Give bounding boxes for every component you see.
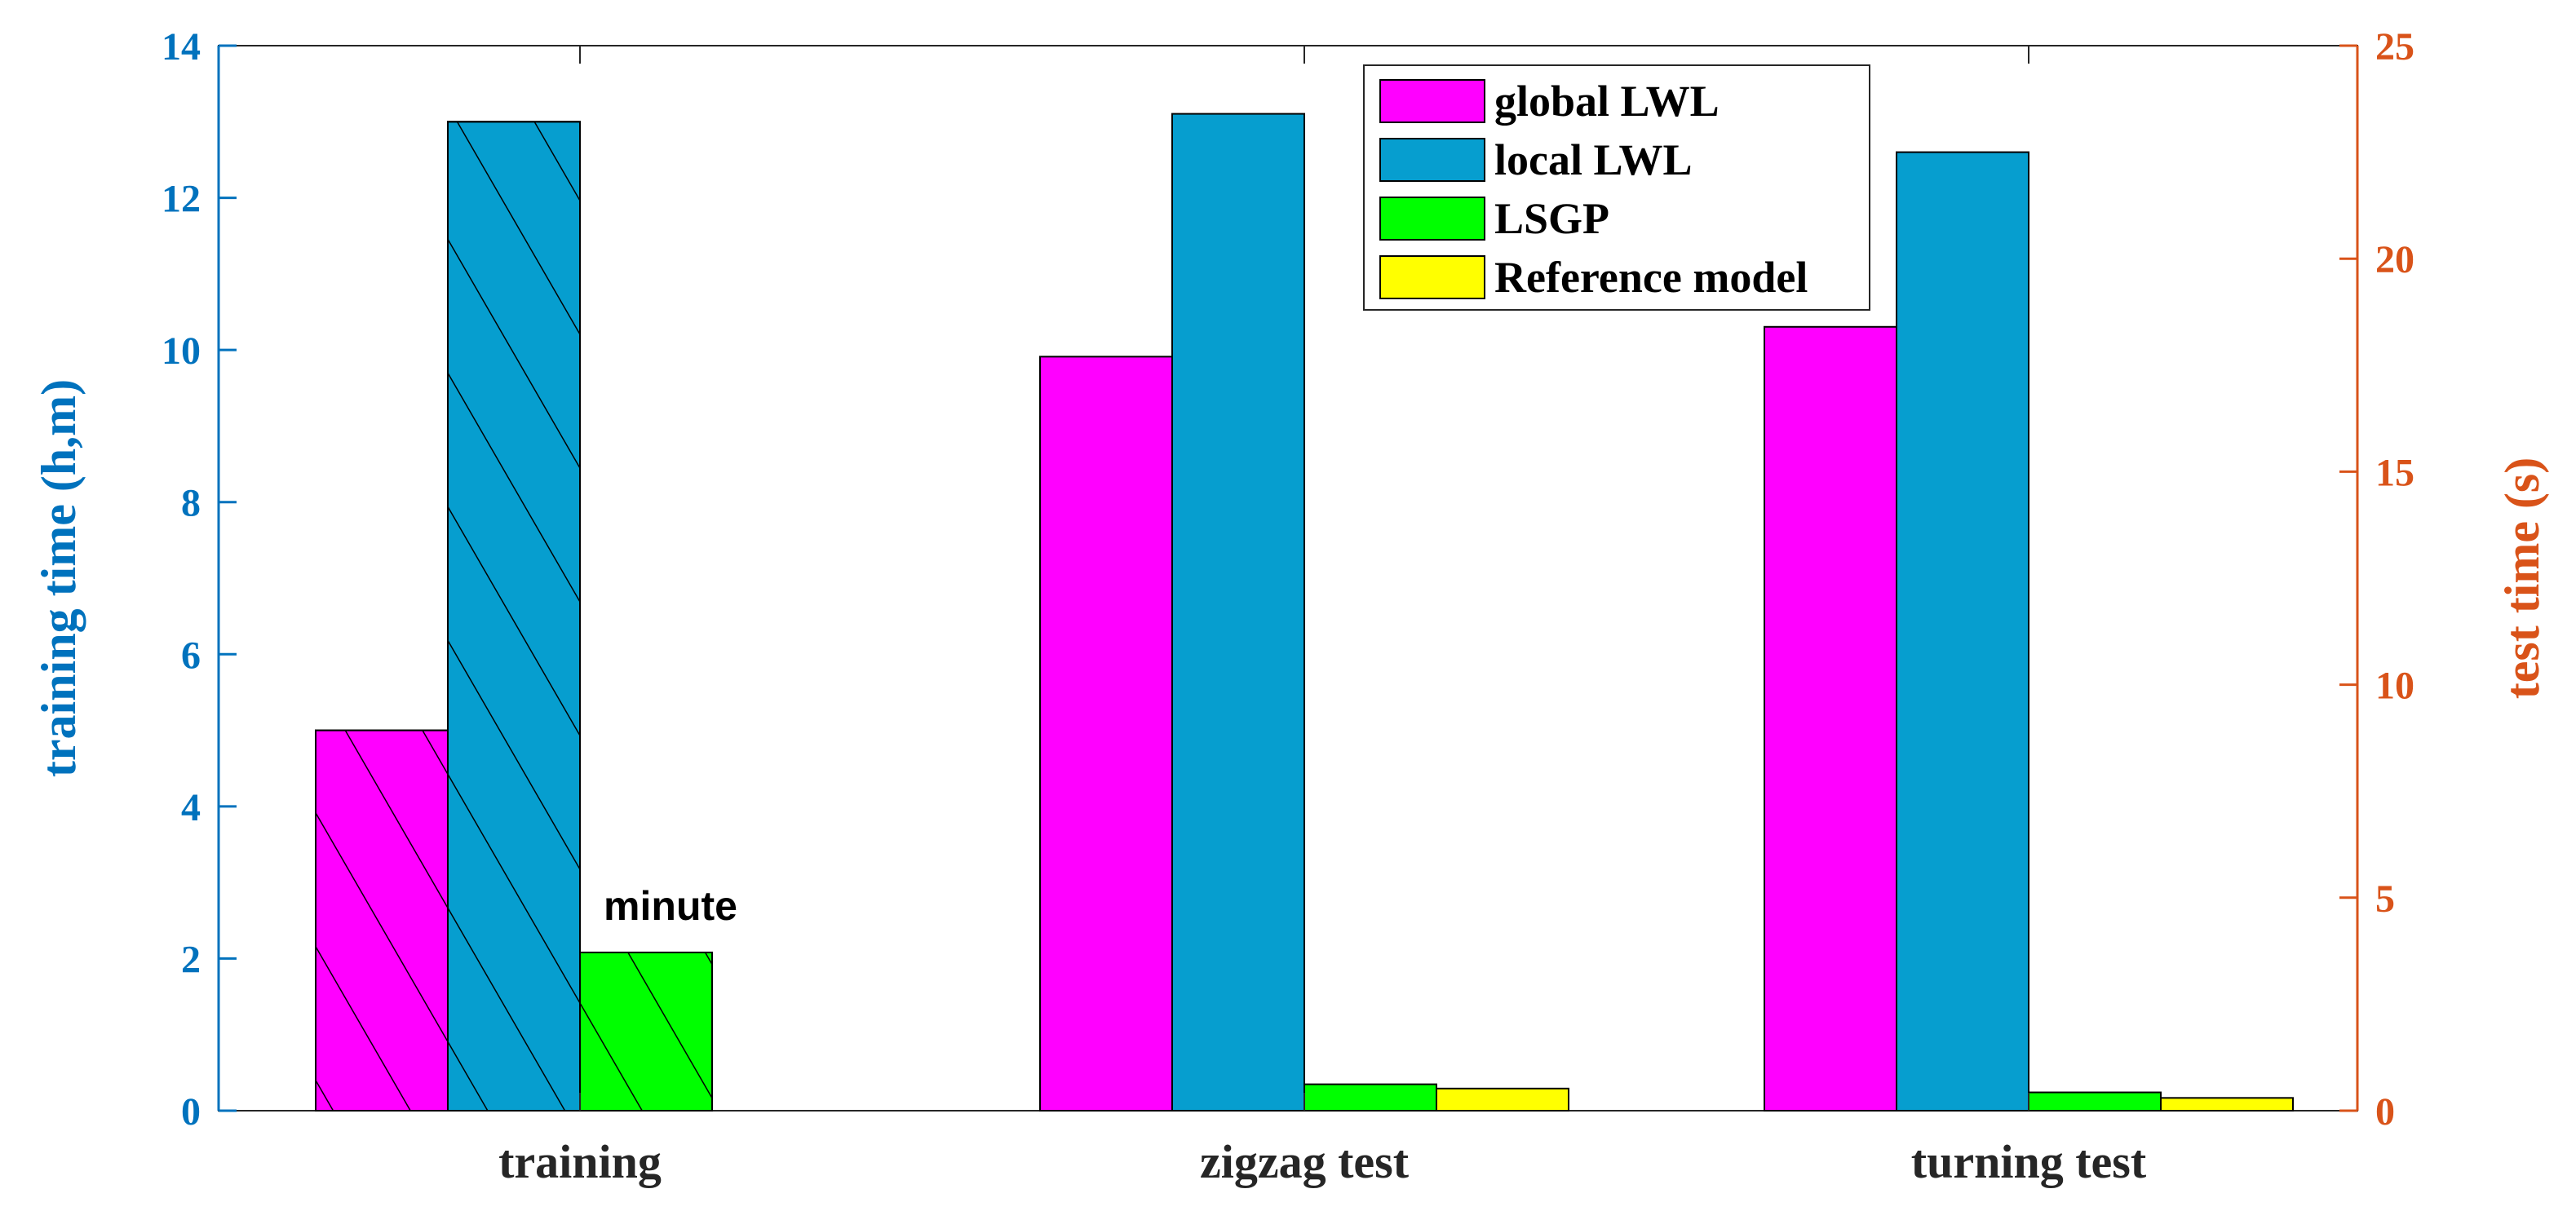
bars-group (315, 113, 2294, 1112)
bar-local-lwl-zigzag-test (1171, 113, 1305, 1112)
bar-lsgp-turning-test (2028, 1091, 2162, 1112)
category-label: turning test (1911, 1135, 2147, 1188)
bar-reference-model-turning-test (2160, 1097, 2294, 1112)
legend-swatch (1379, 138, 1485, 182)
right-tick-label: 20 (2375, 238, 2414, 281)
left-tick-label: 4 (181, 786, 201, 829)
left-tick-label: 10 (162, 329, 201, 373)
bar-local-lwl-turning-test (1896, 151, 2029, 1112)
annotation-label: minute (604, 883, 737, 929)
right-tick-label: 15 (2375, 451, 2414, 494)
left-tick-label: 2 (181, 938, 201, 981)
legend-label: global LWL (1494, 77, 1720, 126)
bar-lsgp-zigzag-test (1303, 1083, 1437, 1112)
bar-hatch-lsgp (579, 951, 713, 1112)
legend-label: Reference model (1494, 253, 1808, 302)
left-axis-ticks: 0 2 4 6 8 10 12 14 (162, 25, 237, 1134)
legend-swatch (1379, 255, 1485, 299)
left-tick-label: 12 (162, 178, 201, 221)
legend-label: local LWL (1494, 135, 1693, 184)
right-tick-label: 25 (2375, 25, 2414, 69)
right-tick-label: 5 (2375, 877, 2395, 921)
annotations-group: minute (604, 883, 737, 929)
category-label: training (498, 1135, 662, 1188)
x-axis-ticks: training zigzag test turning test (498, 46, 2147, 1188)
legend: global LWL local LWL LSGP Reference model (1363, 64, 1870, 311)
left-tick-label: 0 (181, 1090, 201, 1134)
left-axis-label: training time (h,m) (32, 379, 86, 777)
legend-swatch (1379, 197, 1485, 241)
left-tick-label: 8 (181, 482, 201, 525)
bar-reference-model-zigzag-test (1436, 1087, 1569, 1112)
bar-global-lwl-zigzag-test (1039, 356, 1173, 1112)
right-axis-ticks: 0 5 10 15 20 25 (2339, 25, 2414, 1134)
bar-global-lwl-turning-test (1764, 325, 1897, 1112)
bar-hatch-local-lwl (447, 121, 581, 1112)
bar-hatch-global-lwl (315, 729, 449, 1112)
right-tick-label: 10 (2375, 665, 2414, 708)
right-axis-label: test time (s) (2495, 457, 2549, 700)
left-tick-label: 6 (181, 634, 201, 677)
category-label: zigzag test (1200, 1135, 1410, 1188)
left-tick-label: 14 (162, 25, 201, 69)
legend-label: LSGP (1494, 194, 1609, 243)
legend-swatch (1379, 79, 1485, 123)
right-tick-label: 0 (2375, 1090, 2395, 1134)
